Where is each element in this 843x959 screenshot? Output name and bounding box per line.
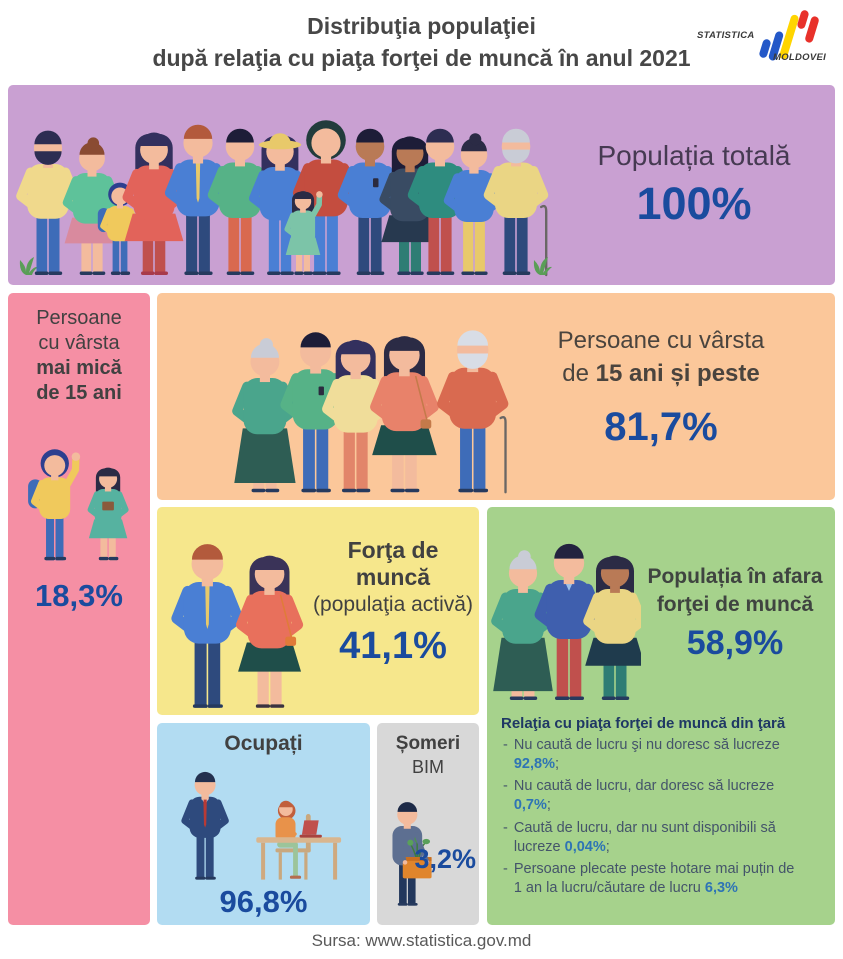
under-15-value: 18,3% [35,578,123,613]
statistica-moldovei-logo: STATISTICA MOLDOVEI [697,8,835,72]
title-line-1: Distribuţia populaţiei [307,13,536,39]
children-illustration [28,449,129,561]
outside-labour-force-value: 58,9% [686,623,784,662]
total-population-value: 100% [636,178,752,229]
details-bullet-4: Persoane plecate peste hotare mai puțin … [501,860,827,898]
labour-force-box: Forţa de muncă (populaţia activă) 41,1% [157,507,479,715]
labour-force-text: Forţa de muncă (populaţia activă) 41,1% [311,537,479,686]
over-15-label-line-1: Persoane cu vârsta [557,327,765,355]
inactive-group-illustration [491,543,641,700]
logo-text-moldovei: MOLDOVEI [773,52,827,63]
employed-box: Ocupați 96,8% [157,723,370,925]
over-15-label-line-2: de 15 ani și peste [562,359,760,387]
details-bullet-1: Nu caută de lucru şi nu doresc să lucrez… [501,736,827,774]
working-couple-illustration [171,544,304,708]
unemployed-person-illustration [392,802,432,906]
labour-force-subtitle: (populaţia activă) [313,592,473,616]
over-15-text: Persoane cu vârsta de 15 ani și peste 81… [547,325,835,468]
total-population-text: Populația totală 100% [553,140,835,230]
details-bullet-3: Caută de lucru, dar nu sunt disponibili … [501,819,827,857]
outside-labour-force-box: Populația în afara forţei de muncă 58,9%… [487,507,835,925]
page-title: Distribuţia populaţiei după relaţia cu p… [0,10,843,74]
total-population-box: Populația totală 100% [8,85,835,285]
over-15-box: Persoane cu vârsta de 15 ani și peste 81… [157,293,835,500]
under-15-box: Persoane cu vârsta mai mică de 15 ani 18… [8,293,150,925]
unemployed-title: Șomeri BIM [395,733,461,777]
under-15-label: Persoane cu vârsta mai mică de 15 ani [36,307,122,404]
outside-labour-force-top: Populația în afara forţei de muncă 58,9% [487,507,835,709]
labour-force-value: 41,1% [339,624,447,667]
adults-group-illustration [232,330,509,494]
crowd-illustration [16,120,552,277]
over-15-value: 81,7% [604,404,718,449]
unemployed-box: Șomeri BIM 3,2% [377,723,479,925]
title-line-2: după relaţia cu piaţa forţei de muncă în… [152,45,691,72]
details-title: Relaţia cu piaţa forţei de muncă din ţar… [501,715,786,732]
labour-force-title: Forţa de muncă [347,536,439,590]
total-population-label: Populația totală [597,140,791,171]
unemployed-value: 3,2% [414,844,476,874]
outside-labour-force-title: Populația în afara forţei de muncă [647,565,823,616]
source-text: Sursa: www.statistica.gov.md [311,931,532,950]
employed-value: 96,8% [219,884,308,919]
outside-labour-force-text: Populația în afara forţei de muncă 58,9% [641,553,835,663]
labour-relation-details: Relaţia cu piaţa forţei de muncă din ţar… [487,709,835,898]
employed-title: Ocupați [224,732,303,755]
details-bullet-2: Nu caută de lucru, dar doresc să lucreze… [501,777,827,815]
logo-text-statistica: STATISTICA [697,30,755,41]
office-work-illustration [181,771,342,880]
